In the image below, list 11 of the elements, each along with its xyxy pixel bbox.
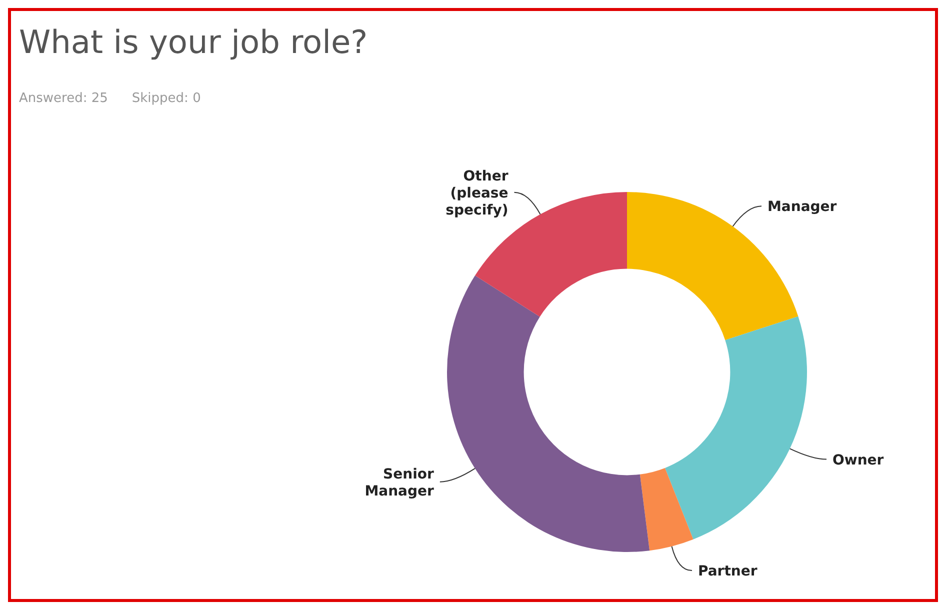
slice-label: Manager (767, 199, 837, 216)
donut-slice (640, 468, 694, 551)
slice-label: Senior Manager (364, 466, 434, 500)
slice-label: Other (please specify) (446, 168, 508, 218)
text: Answered: 25 (19, 91, 108, 106)
slice-label: Partner (698, 564, 758, 580)
text: Skipped: 0 (132, 91, 201, 106)
donut-slice (664, 316, 807, 540)
donut-slice (447, 276, 650, 552)
chart-title: What is your job role? (19, 23, 368, 61)
slice-label: Owner (832, 452, 884, 468)
